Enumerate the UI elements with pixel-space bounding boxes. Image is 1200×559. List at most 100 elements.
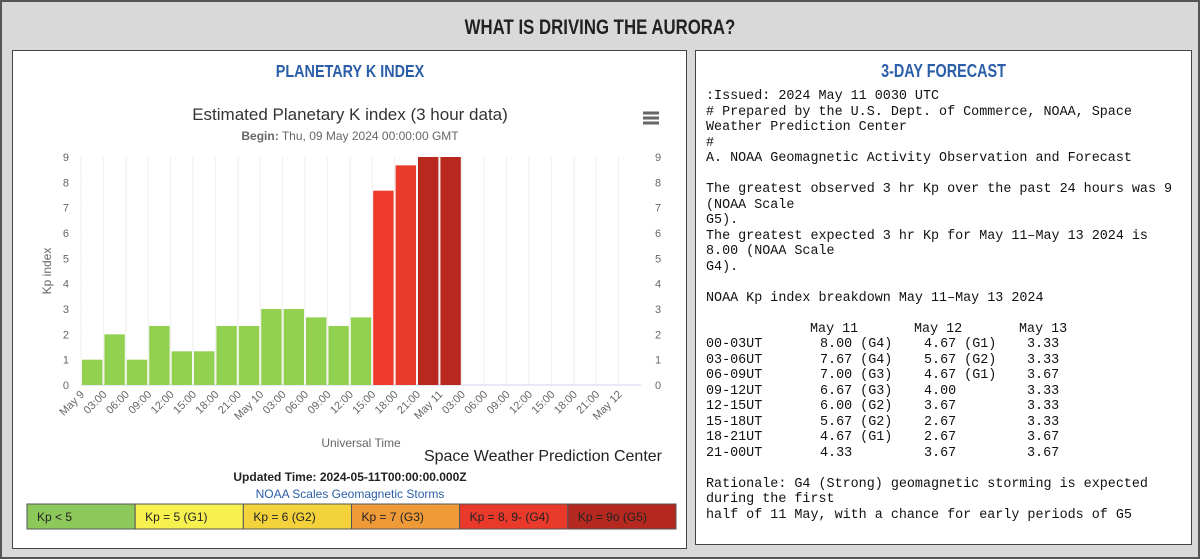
table-cell: 3.67: [1027, 445, 1060, 461]
bar: [171, 351, 192, 385]
x-tick-label: 03:00: [440, 389, 468, 417]
text-line: A. NOAA Geomagnetic Activity Observation…: [706, 151, 1132, 166]
text-line: The greatest observed 3 hr Kp over the p…: [706, 182, 1173, 197]
bar: [373, 190, 394, 385]
y2-tick-label: 8: [655, 177, 661, 189]
text-line: #: [706, 135, 715, 151]
column-header: May 11: [810, 321, 859, 337]
x-tick-label: 12:00: [328, 389, 356, 417]
table-cell: 3.67: [1027, 430, 1060, 445]
chart-title: Estimated Planetary K index (3 hour data…: [192, 105, 508, 124]
x-tick-label: 15:00: [350, 389, 378, 417]
x-tick-label: 03:00: [82, 389, 110, 417]
x-tick-label: 09:00: [485, 389, 513, 417]
x-tick-label: 06:00: [462, 389, 490, 417]
forecast-panel: 3-DAY FORECAST :Issued: 2024 May 11 0030…: [695, 50, 1192, 545]
bar: [238, 325, 260, 385]
y-tick-label: 7: [63, 203, 69, 215]
spacer: [706, 306, 1172, 322]
menu-button[interactable]: [643, 111, 659, 125]
y2-tick-label: 1: [655, 355, 661, 367]
x-tick-label: May 9: [57, 389, 87, 419]
x-tick-label: 06:00: [283, 389, 311, 417]
text-line: during the first: [706, 492, 835, 507]
text-line: 8.00 (NOAA Scale: [706, 244, 835, 259]
y2-tick-label: 2: [655, 329, 661, 341]
y2-tick-label: 5: [655, 253, 661, 265]
spacer: [706, 461, 1172, 477]
table-cell: 3.67: [1027, 368, 1060, 383]
table-cell: 3.33: [1027, 352, 1060, 368]
x-tick-label: 03:00: [261, 389, 289, 417]
credit: Space Weather Prediction Center: [424, 448, 663, 465]
bar: [350, 317, 372, 385]
table-cell: 15-18UT: [706, 414, 763, 430]
text-line: Rationale: G4 (Strong) geomagnetic storm…: [706, 476, 1148, 492]
table-header: May 11 May 12 May 13: [706, 322, 1172, 338]
spacer: [706, 275, 1172, 291]
table-cell: 2.67: [924, 430, 957, 445]
y-tick-label: 5: [63, 253, 69, 265]
table-cell: 6.00 (G2): [820, 399, 893, 414]
y2-tick-label: 7: [655, 203, 661, 215]
x-axis-label: Universal Time: [321, 436, 401, 450]
table-cell: 3.67: [924, 399, 957, 414]
bar: [104, 334, 125, 385]
legend-swatch: [567, 503, 677, 530]
legend-label: Kp < 5: [37, 510, 72, 524]
legend-swatch: [134, 503, 244, 530]
legend-label: Kp = 9o (G5): [578, 510, 647, 524]
table-row: 15-18UT 5.67 (G2) 2.67 3.33: [706, 415, 1172, 431]
y2-tick-label: 6: [655, 228, 661, 240]
spacer: [706, 167, 1172, 183]
table-cell: 06-09UT: [706, 368, 763, 383]
y2-tick-label: 4: [655, 279, 661, 291]
y2-tick-label: 3: [655, 304, 661, 316]
page-title: WHAT IS DRIVING THE AURORA?: [464, 16, 736, 39]
legend-label: Kp = 6 (G2): [253, 510, 315, 524]
table-row: 12-15UT 6.00 (G2) 3.67 3.33: [706, 399, 1172, 415]
table-cell: 09-12UT: [706, 383, 763, 399]
table-cell: 5.67 (G2): [924, 352, 997, 368]
x-tick-label: 09:00: [306, 389, 334, 417]
bar: [283, 309, 304, 385]
text-line: G4).: [706, 259, 739, 275]
legend-swatch: [26, 503, 136, 530]
text-line: :Issued: 2024 May 11 0030 UTC: [706, 89, 940, 104]
table-cell: 4.33: [820, 445, 853, 461]
forecast-text: :Issued: 2024 May 11 0030 UTC # Prepared …: [706, 89, 1172, 523]
column-header: May 13: [1019, 321, 1068, 337]
y2-tick-label: 0: [655, 380, 661, 392]
y-tick-label: 6: [63, 228, 69, 240]
panel-title: PLANETARY K INDEX: [276, 62, 425, 82]
y-tick-label: 4: [63, 279, 69, 291]
chart-subtitle: Begin: Thu, 09 May 2024 00:00:00 GMT: [241, 129, 459, 143]
bar: [395, 165, 416, 385]
text-line: Weather Prediction Center: [706, 120, 907, 135]
table-cell: 00-03UT: [706, 337, 763, 352]
bar: [418, 157, 439, 385]
scales-link[interactable]: NOAA Scales Geomagnetic Storms: [256, 487, 445, 501]
table-row: 09-12UT 6.67 (G3) 4.00 3.33: [706, 384, 1172, 400]
text-line: G5).: [706, 213, 739, 228]
legend-label: Kp = 7 (G3): [362, 510, 424, 524]
bar: [194, 351, 215, 385]
table-cell: 5.67 (G2): [820, 414, 893, 430]
subtitle-label: Begin:: [241, 129, 278, 143]
table-cell: 3.33: [1027, 383, 1060, 399]
table-row: 18-21UT 4.67 (G1) 2.67 3.67: [706, 430, 1172, 446]
x-tick-label: 18:00: [194, 389, 222, 417]
column-header: May 12: [914, 321, 963, 337]
text-line: NOAA Kp index breakdown May 11–May 13 20…: [706, 290, 1044, 306]
x-tick-label: 18:00: [552, 389, 580, 417]
legend-label: Kp = 5 (G1): [145, 510, 207, 524]
table-cell: 4.67 (G1): [924, 337, 997, 352]
table-cell: 21-00UT: [706, 445, 763, 461]
bar: [328, 325, 349, 385]
y-axis-label: Kp index: [40, 248, 54, 295]
x-tick-label: 12:00: [149, 389, 177, 417]
y-tick-label: 2: [63, 329, 69, 341]
table-row: 06-09UT 7.00 (G3) 4.67 (G1) 3.67: [706, 368, 1172, 384]
y2-tick-label: 9: [655, 152, 661, 164]
